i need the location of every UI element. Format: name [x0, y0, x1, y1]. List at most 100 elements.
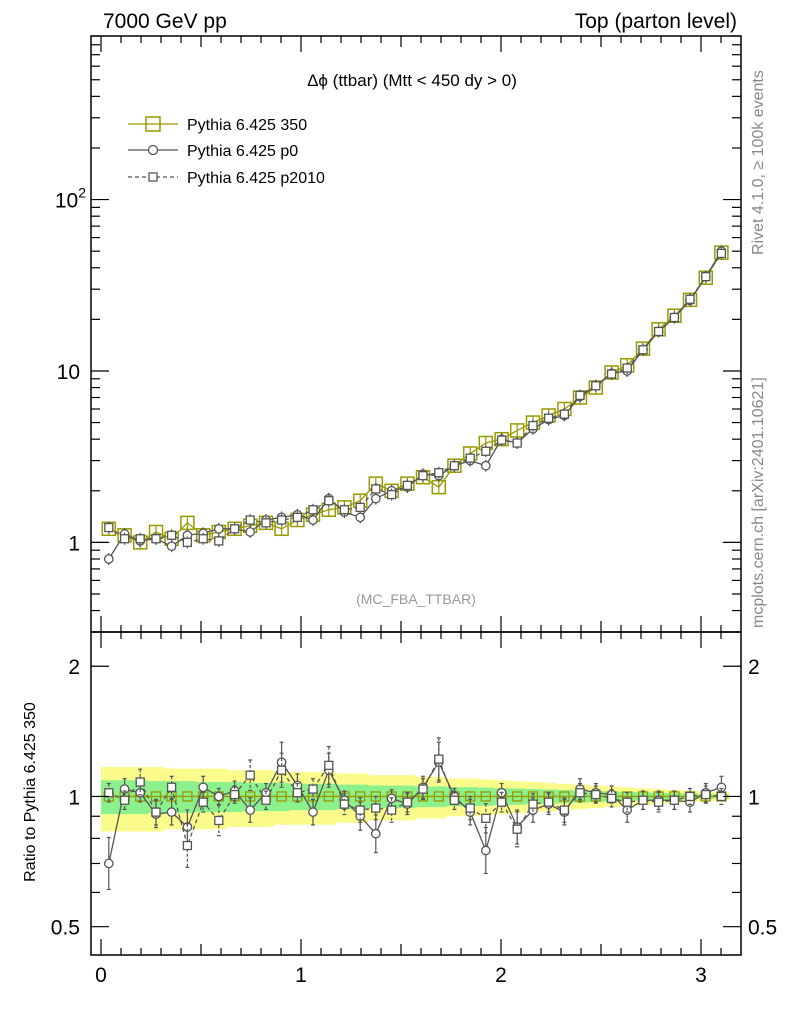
- ratio-frame: [90, 631, 742, 956]
- ratio-point: [214, 815, 224, 826]
- reference-point: [276, 791, 287, 802]
- legend-marker-p2010: [148, 172, 158, 182]
- ratio-point: [229, 789, 240, 800]
- ratio-xtick-label: 3: [695, 964, 707, 987]
- data-point: [575, 390, 585, 401]
- ratio-xtick-label: 0: [95, 964, 107, 987]
- ratio-point: [685, 791, 695, 802]
- ratio-point: [119, 795, 130, 805]
- data-point: [292, 512, 303, 522]
- ratio-point: [480, 845, 491, 856]
- ratio-point: [716, 782, 727, 793]
- ratio-point: [198, 797, 208, 807]
- reference-point: [480, 791, 491, 802]
- ratio-panel: 0.5 0.5 1 1 2 2 0 1 2 3 Ratio to Pythia 6.425 350: [22, 631, 777, 987]
- ratio-point: [418, 784, 428, 794]
- data-point: [166, 541, 177, 552]
- legend-label-350: Pythia 6.425 350: [187, 117, 307, 134]
- data-point: [103, 554, 114, 564]
- ratio-point: [292, 788, 303, 798]
- data-point: [447, 458, 462, 473]
- series-line: [108, 253, 722, 544]
- series-0: [101, 245, 729, 550]
- legend: Pythia 6.425 350 Pythia 6.425 p0 Pythia …: [128, 116, 325, 187]
- header-right: Top (parton level): [575, 10, 737, 33]
- ratio-point: [575, 788, 585, 798]
- data-point: [371, 484, 381, 494]
- ratio-point: [622, 797, 632, 807]
- ratio-ytick-label-right: 2: [748, 656, 760, 679]
- ratio-point: [465, 803, 475, 813]
- data-point: [245, 527, 256, 537]
- legend-entry-p2010: Pythia 6.425 p2010: [128, 170, 325, 187]
- ratio-point: [151, 807, 161, 817]
- legend-label-p0: Pythia 6.425 p0: [187, 143, 298, 160]
- ratio-point: [182, 840, 193, 851]
- data-point: [308, 505, 318, 515]
- data-point: [418, 471, 428, 481]
- ratio-point: [213, 791, 224, 802]
- reference-point: [512, 791, 523, 802]
- data-point: [119, 534, 130, 544]
- ratio-ytick-label-left: 1: [68, 786, 80, 809]
- data-point: [104, 522, 114, 533]
- data-point: [151, 534, 161, 544]
- series-line: [108, 250, 722, 560]
- ratio-point: [543, 797, 554, 807]
- data-point: [528, 420, 538, 431]
- ratio-point: [701, 789, 711, 800]
- reference-point: [355, 791, 366, 802]
- data-point: [638, 345, 648, 355]
- ratio-line: [108, 760, 722, 864]
- ratio-point: [371, 803, 381, 813]
- reference-point: [182, 791, 193, 802]
- legend-entry-p0: Pythia 6.425 p0: [128, 143, 298, 160]
- uncertainty-band-green: [100, 780, 730, 815]
- data-point: [669, 312, 680, 323]
- ratio-point: [166, 782, 177, 792]
- data-point: [481, 446, 491, 456]
- data-point: [622, 363, 632, 373]
- reference-point: [323, 791, 334, 802]
- data-point: [245, 515, 255, 525]
- legend-label-p2010: Pythia 6.425 p2010: [187, 170, 325, 187]
- data-point: [606, 369, 617, 379]
- rivet-label: Rivet 4.1.0, ≥ 100k events: [750, 70, 767, 255]
- data-point: [559, 409, 570, 419]
- ratio-point: [386, 805, 397, 815]
- data-point: [370, 493, 381, 504]
- main-ytick-label: 1: [68, 532, 80, 555]
- data-point: [135, 534, 145, 544]
- ratio-ytick-label-right: 1: [748, 786, 760, 809]
- data-point: [308, 515, 318, 525]
- ratio-point: [402, 797, 413, 807]
- ratio-point: [135, 777, 145, 787]
- ratio-point: [198, 782, 209, 793]
- ratio-point: [434, 754, 444, 764]
- ratio-point: [638, 795, 648, 805]
- data-point: [480, 460, 491, 471]
- ratio-point: [496, 797, 507, 807]
- ratio-point: [559, 805, 570, 815]
- data-point: [261, 518, 271, 528]
- data-point: [182, 537, 193, 548]
- legend-entry-350: Pythia 6.425 350: [128, 116, 307, 134]
- data-point: [701, 272, 711, 282]
- data-point: [324, 496, 334, 506]
- data-point: [213, 523, 224, 534]
- data-point: [685, 294, 695, 304]
- data-point: [591, 381, 601, 391]
- data-point: [339, 505, 350, 515]
- data-point: [402, 480, 413, 491]
- ratio-point: [103, 858, 114, 869]
- data-point: [512, 438, 522, 448]
- ratio-ytick-label-left: 2: [68, 656, 80, 679]
- ratio-point: [261, 795, 271, 805]
- data-point: [496, 435, 507, 445]
- ratio-ylabel: Ratio to Pythia 6.425 350: [22, 702, 39, 882]
- ratio-point: [370, 828, 381, 839]
- ratio-point: [481, 813, 491, 823]
- series-line: [108, 252, 722, 544]
- ratio-point: [324, 760, 334, 771]
- ratio-point: [276, 765, 287, 775]
